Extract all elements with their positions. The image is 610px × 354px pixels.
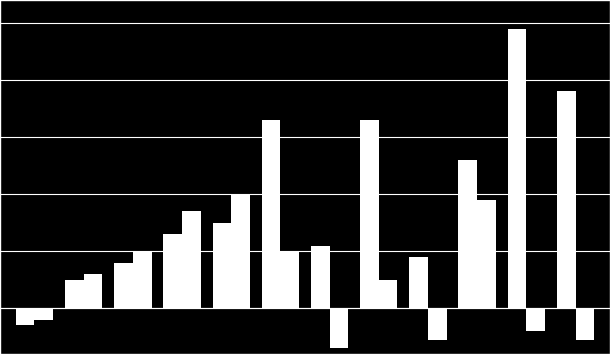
Bar bbox=[576, 308, 594, 340]
Bar bbox=[557, 91, 576, 308]
Bar bbox=[477, 200, 496, 308]
Bar bbox=[84, 274, 102, 308]
Bar bbox=[34, 308, 53, 320]
Bar bbox=[428, 308, 447, 340]
Bar bbox=[133, 251, 151, 308]
Bar bbox=[16, 308, 34, 325]
Bar bbox=[212, 223, 231, 308]
Bar bbox=[508, 29, 526, 308]
Bar bbox=[182, 211, 201, 308]
Bar bbox=[65, 280, 84, 308]
Bar bbox=[409, 257, 428, 308]
Bar bbox=[231, 194, 250, 308]
Bar bbox=[379, 280, 398, 308]
Bar bbox=[262, 120, 281, 308]
Bar bbox=[459, 160, 477, 308]
Bar bbox=[281, 251, 299, 308]
Bar bbox=[163, 234, 182, 308]
Bar bbox=[311, 246, 329, 308]
Bar bbox=[329, 308, 348, 348]
Bar bbox=[526, 308, 545, 331]
Bar bbox=[360, 120, 379, 308]
Bar bbox=[114, 263, 133, 308]
